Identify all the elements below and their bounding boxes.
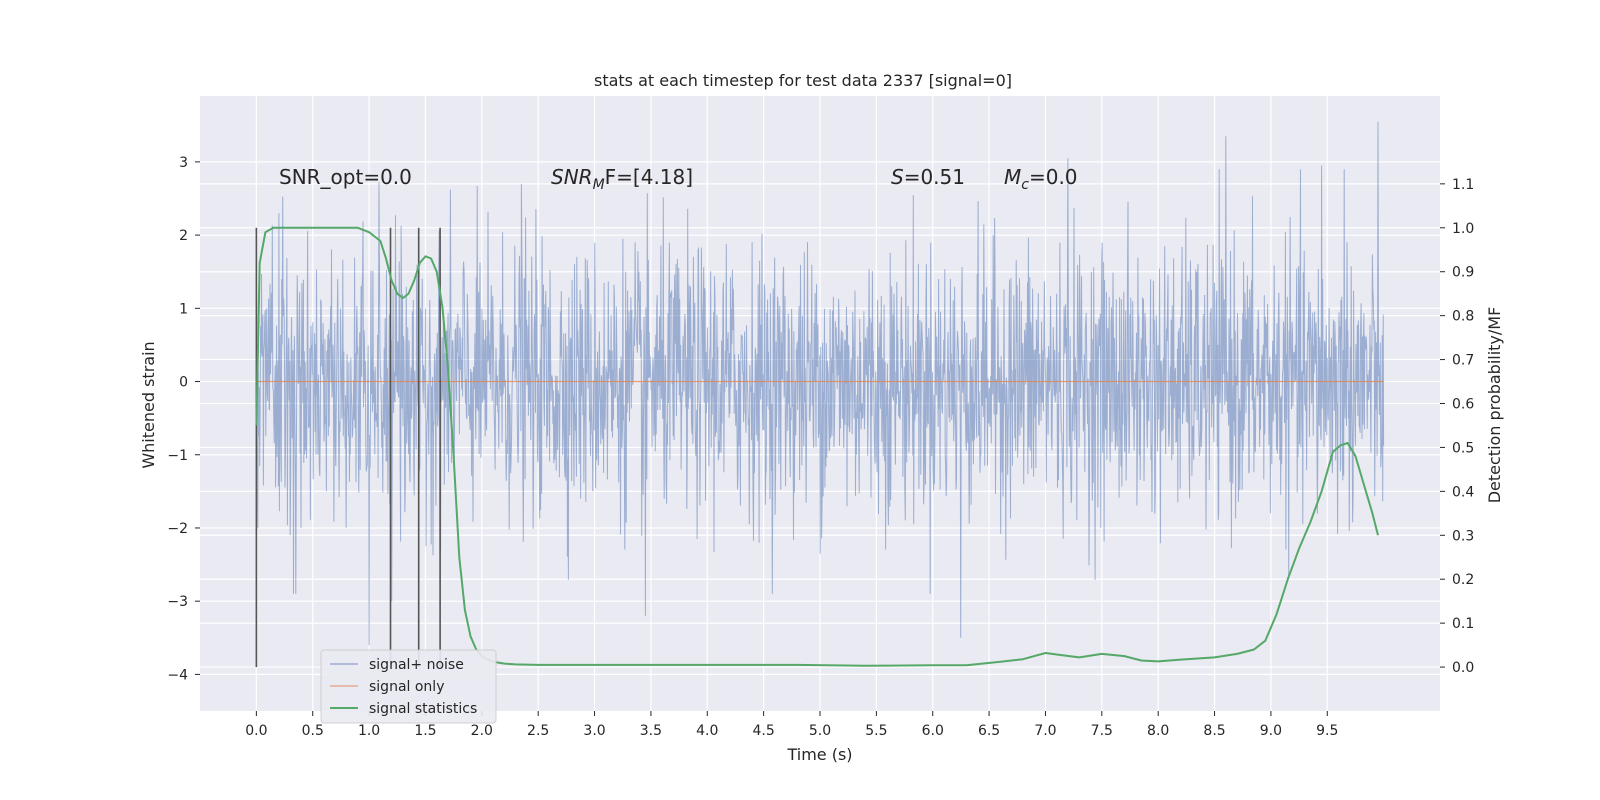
x-tick-label: 8.0 [1147, 723, 1169, 739]
y2-axis-ticks: 1.1 1.0 0.9 0.8 0.7 0.6 0.5 0.4 0.3 0.2 0.1 0.0 [1440, 177, 1474, 676]
series-signal-statistics [255, 226, 1379, 667]
y2-tick-label: 1.0 [1452, 221, 1474, 237]
snr-mf-rest: F=[4.18] [605, 165, 693, 189]
y-tick-label: 0 [179, 375, 188, 391]
x-tick-label: 1.0 [358, 723, 380, 739]
x-tick-label: 7.0 [1034, 723, 1056, 739]
x-axis-label: Time (s) [786, 745, 852, 764]
mc-rest: =0.0 [1029, 165, 1078, 189]
y2-tick-label: 0.7 [1452, 353, 1474, 369]
legend-label-noise: signal+ noise [369, 657, 464, 673]
legend: signal+ noise signal only signal statist… [320, 649, 497, 724]
series-signal-noise [255, 121, 1385, 646]
y-axis-ticks: 3 2 1 0 −1 −2 −3 −4 [167, 155, 200, 683]
y2-tick-label: 1.1 [1452, 177, 1474, 193]
y2-tick-label: 0.2 [1452, 572, 1474, 588]
x-tick-label: 4.5 [753, 723, 775, 739]
x-tick-label: 1.5 [414, 723, 436, 739]
x-tick-label: 9.5 [1316, 723, 1338, 739]
noise-line [255, 121, 1385, 646]
x-axis-ticks: 0.0 0.5 1.0 1.5 2.0 2.5 3.0 3.5 4.0 4.5 5.0 5.5 6.0 6… [245, 711, 1338, 739]
chart-title: stats at each timestep for test data 233… [594, 71, 1012, 90]
x-tick-label: 0.5 [302, 723, 324, 739]
y2-tick-label: 0.1 [1452, 616, 1474, 632]
y-tick-label: −3 [167, 594, 188, 610]
y-tick-label: 2 [179, 228, 188, 244]
y2-tick-label: 0.5 [1452, 440, 1474, 456]
y2-tick-label: 0.0 [1452, 660, 1474, 676]
y-tick-label: −1 [167, 448, 188, 464]
x-tick-label: 9.0 [1260, 723, 1282, 739]
x-tick-label: 3.5 [640, 723, 662, 739]
legend-label-signal: signal only [369, 679, 444, 695]
s-rest: =0.51 [904, 165, 965, 189]
x-tick-label: 6.5 [978, 723, 1000, 739]
y2-tick-label: 0.3 [1452, 528, 1474, 544]
annotation-snr-opt: SNR_opt=0.0 [279, 165, 412, 189]
s-variable: S [891, 165, 904, 189]
x-tick-label: 0.0 [245, 723, 267, 739]
x-tick-label: 5.5 [865, 723, 887, 739]
y-tick-label: −2 [167, 521, 188, 537]
x-tick-label: 3.0 [583, 723, 605, 739]
x-tick-label: 8.5 [1203, 723, 1225, 739]
x-tick-label: 7.5 [1091, 723, 1113, 739]
x-tick-label: 6.0 [922, 723, 944, 739]
y-axis-label: Whitened strain [139, 341, 158, 468]
y2-tick-label: 0.9 [1452, 265, 1474, 281]
legend-label-stats: signal statistics [369, 701, 477, 717]
y2-tick-label: 0.8 [1452, 309, 1474, 325]
y-tick-label: 3 [179, 155, 188, 171]
x-tick-label: 2.0 [471, 723, 493, 739]
mc-variable: M [1004, 165, 1021, 189]
mc-subscript: c [1021, 177, 1029, 193]
legend-box [320, 649, 497, 724]
annotation-s: S=0.51 [891, 165, 965, 189]
y-tick-label: 1 [179, 301, 188, 317]
signal-statistics-line [255, 226, 1379, 667]
y2-axis-label: Detection probability/MF [1485, 307, 1504, 504]
snr-mf-variable: SNR [551, 165, 593, 189]
y2-tick-label: 0.6 [1452, 397, 1474, 413]
annotation-snr-mf: SNRMF=[4.18] [551, 165, 693, 193]
annotation-mc: Mc=0.0 [1004, 165, 1078, 193]
x-tick-label: 2.5 [527, 723, 549, 739]
vertical-markers [255, 227, 441, 668]
x-tick-label: 5.0 [809, 723, 831, 739]
x-tick-label: 4.0 [696, 723, 718, 739]
y-tick-label: −4 [167, 667, 188, 683]
y2-tick-label: 0.4 [1452, 484, 1474, 500]
snr-mf-subscript: M [593, 177, 605, 193]
